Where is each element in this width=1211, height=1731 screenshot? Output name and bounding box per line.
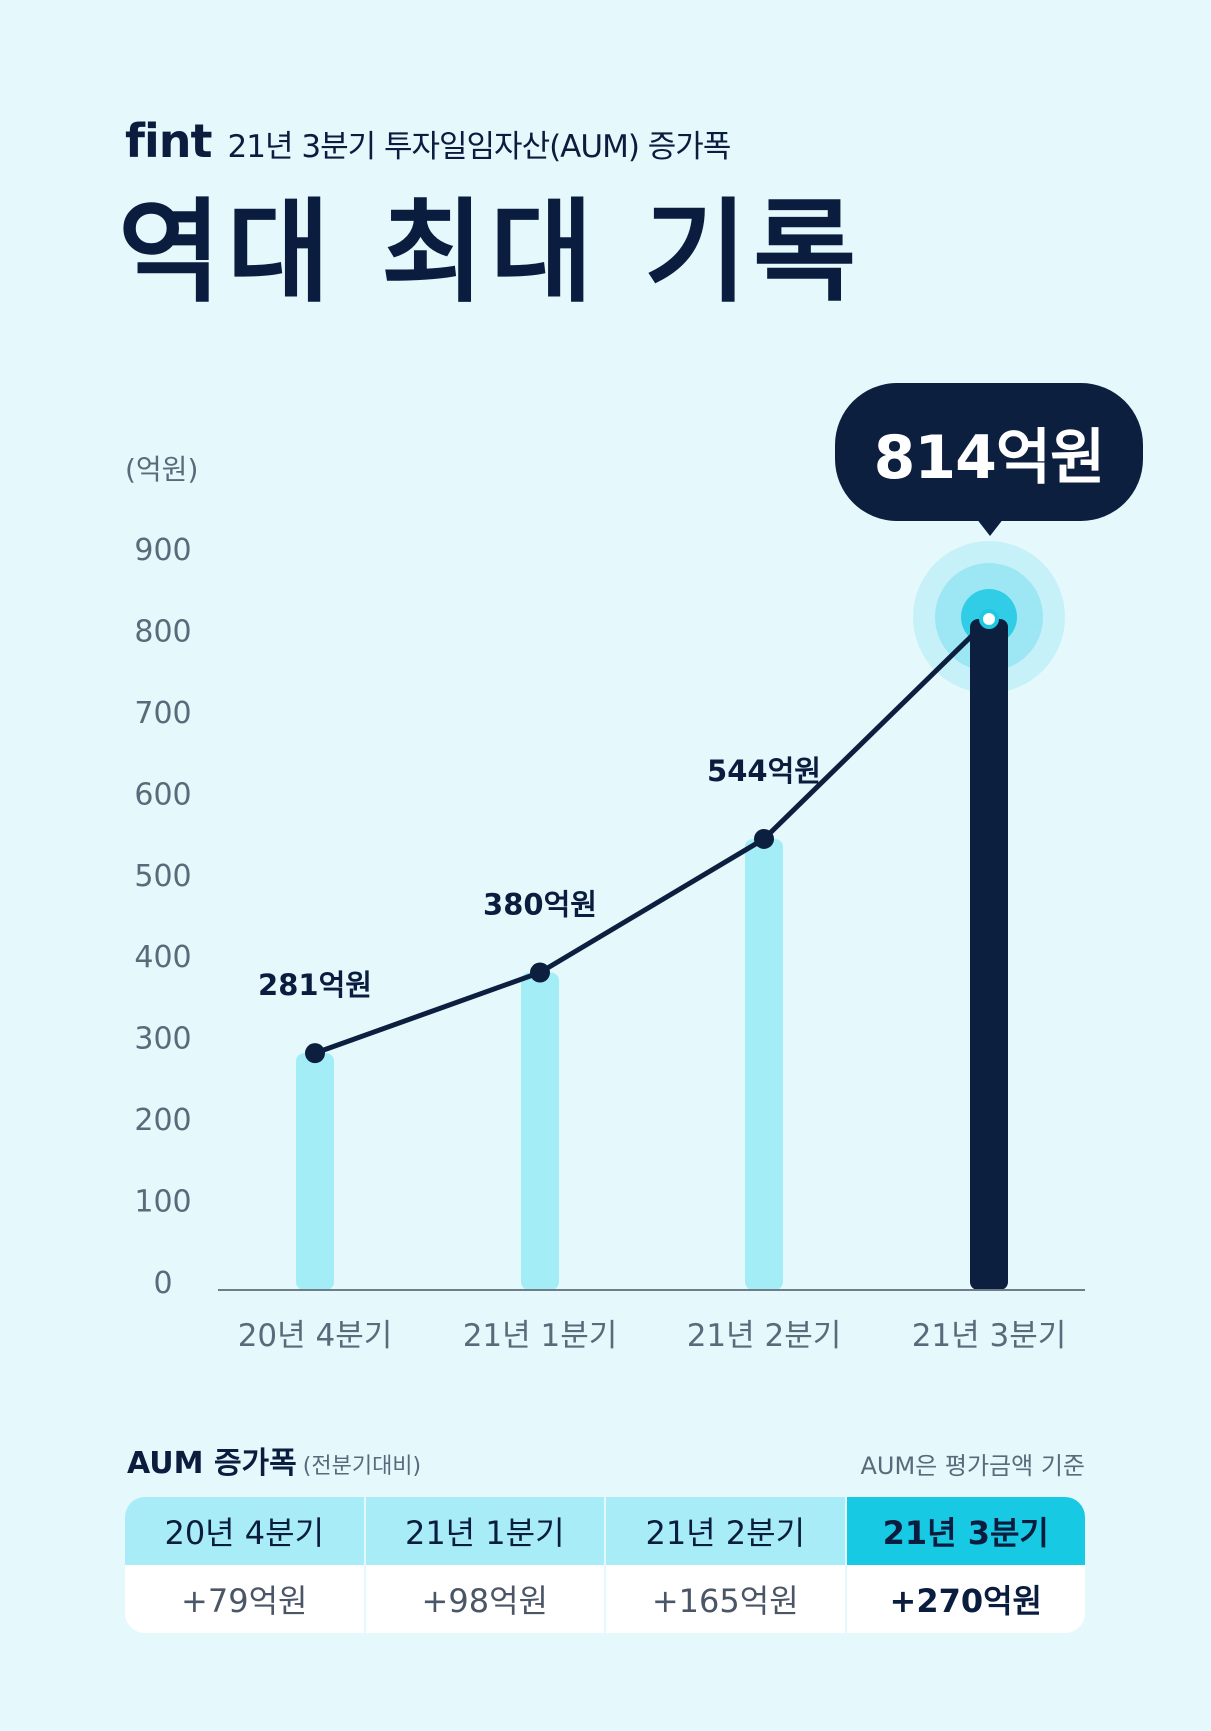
x-tick-label: 21년 2분기	[687, 1318, 842, 1354]
y-tick-label: 300	[134, 1022, 191, 1057]
table-title-sub: (전분기대비)	[302, 1454, 422, 1479]
series-line	[314, 617, 991, 1056]
table-header-cell: 20년 4분기	[125, 1497, 364, 1565]
header-subtitle: 21년 3분기 투자일임자산(AUM) 증가폭	[227, 129, 732, 165]
table-column: 20년 4분기 +79억원	[125, 1497, 366, 1633]
bar	[970, 619, 1008, 1290]
y-tick-label: 200	[134, 1103, 191, 1138]
data-point	[979, 609, 999, 630]
table-value-cell: +79억원	[125, 1565, 364, 1633]
table-title: AUM 증가폭 (전분기대비)	[127, 1438, 421, 1482]
table-value-cell: +98억원	[365, 1565, 604, 1633]
trend-line	[314, 617, 991, 1056]
x-axis-ticks: 20년 4분기 21년 1분기 21년 2분기 21년 3분기	[238, 1318, 1067, 1354]
data-labels: 281억원 380억원 544억원	[258, 754, 821, 1002]
table-header-cell: 21년 2분기	[606, 1497, 845, 1565]
y-tick-label: 900	[134, 533, 191, 568]
x-tick-label: 21년 3분기	[912, 1318, 1067, 1354]
y-tick-label: 700	[134, 696, 191, 731]
data-label: 544억원	[707, 754, 821, 788]
table-header-cell: 21년 3분기	[846, 1497, 1085, 1565]
y-tick-label: 400	[134, 940, 191, 975]
y-tick-label: 800	[134, 614, 191, 649]
bar	[745, 838, 783, 1290]
table-column: 21년 2분기 +165억원	[606, 1497, 847, 1633]
table-header-cell: 21년 1분기	[365, 1497, 604, 1565]
table-value-cell: +165억원	[606, 1565, 845, 1633]
x-tick-label: 21년 1분기	[463, 1318, 618, 1354]
table-column: 21년 1분기 +98억원	[365, 1497, 606, 1633]
y-axis-unit-label: (억원)	[125, 453, 199, 486]
table-note: AUM은 평가금액 기준	[860, 1452, 1085, 1480]
y-axis-ticks: 0 100 200 300 400 500 600 700 800 900	[134, 533, 191, 1301]
data-point	[754, 828, 774, 849]
bars	[296, 619, 1008, 1290]
y-tick-label: 100	[134, 1185, 191, 1220]
y-tick-label: 500	[134, 859, 191, 894]
data-label: 281억원	[258, 968, 372, 1002]
bar	[521, 972, 559, 1290]
badge-pointer	[976, 518, 1004, 536]
table-column-highlight: 21년 3분기 +270억원	[846, 1497, 1085, 1633]
table-value-cell: +270억원	[846, 1565, 1085, 1633]
fint-logo: fint	[125, 118, 213, 164]
bar	[296, 1053, 334, 1290]
data-point	[530, 962, 550, 983]
y-tick-label: 0	[153, 1266, 172, 1301]
header: fint 21년 3분기 투자일임자산(AUM) 증가폭	[125, 118, 732, 166]
table-header-row: AUM 증가폭 (전분기대비) AUM은 평가금액 기준	[127, 1438, 1085, 1481]
highlight-value-badge: 814억원	[835, 383, 1143, 521]
table-title-text: AUM 증가폭	[127, 1446, 297, 1481]
data-label: 380억원	[483, 888, 597, 922]
data-points	[305, 609, 999, 1064]
logo-text: fint	[125, 114, 213, 168]
page-title: 역대 최대 기록	[118, 188, 863, 318]
y-tick-label: 600	[134, 777, 191, 812]
aum-increase-table: 20년 4분기 +79억원 21년 1분기 +98억원 21년 2분기 +165…	[125, 1497, 1085, 1633]
data-point	[305, 1043, 325, 1064]
x-tick-label: 20년 4분기	[238, 1318, 393, 1354]
